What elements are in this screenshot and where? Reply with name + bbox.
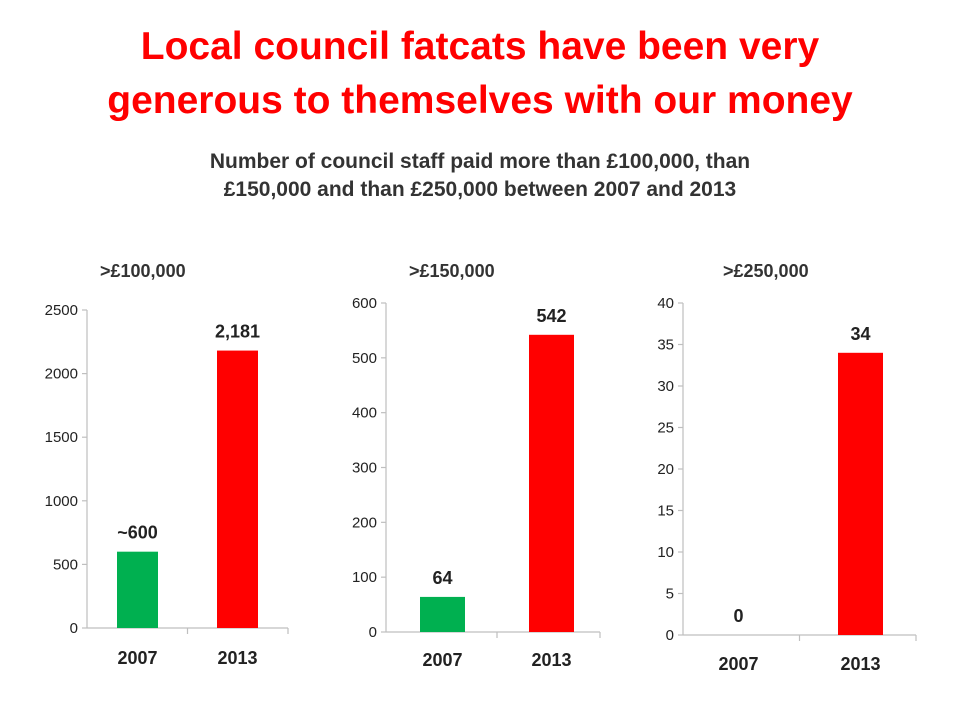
- chart-1-bar-2013: [217, 350, 258, 628]
- chart-2-category-label-2007: 2007: [422, 650, 462, 670]
- chart-2-y-tick-label: 600: [352, 295, 377, 312]
- slide-subtitle-line-2: £150,000 and than £250,000 between 2007 …: [223, 178, 737, 201]
- chart-3-y-tick-label: 10: [657, 544, 674, 561]
- chart-3-y-tick-label: 0: [666, 627, 674, 644]
- chart-3-y-tick-label: 20: [657, 461, 674, 478]
- slide-title: Local council fatcats have been very gen…: [0, 20, 960, 128]
- slide-title-line-1: Local council fatcats have been very: [140, 25, 820, 68]
- chart-3-y-tick-label: 40: [657, 295, 674, 312]
- chart-1-y-tick-label: 2500: [45, 302, 78, 319]
- chart-3-data-label-2007: 0: [733, 606, 743, 626]
- chart-1-y-tick-label: 2000: [45, 366, 78, 383]
- chart-1-y-tick-label: 0: [70, 620, 78, 637]
- chart-3-category-label-2007: 2007: [718, 654, 758, 674]
- chart-2-title: >£150,000: [409, 261, 495, 281]
- chart-2-y-tick-label: 500: [352, 350, 377, 367]
- chart-1-y-tick-label: 1500: [45, 429, 78, 446]
- chart-1-category-label-2013: 2013: [217, 648, 257, 668]
- chart-1-y-tick-label: 1000: [45, 493, 78, 510]
- chart-3-y-tick-label: 5: [666, 586, 674, 603]
- chart-2-data-label-2007: 64: [432, 568, 452, 588]
- chart-2-bar-2013: [529, 334, 574, 632]
- chart-1-y-tick-label: 500: [53, 556, 78, 573]
- chart-2-data-label-2013: 542: [536, 306, 566, 326]
- chart-3-data-label-2013: 34: [850, 324, 870, 344]
- chart-2-bar-2007: [420, 596, 465, 632]
- chart-3-y-tick-label: 35: [657, 337, 674, 354]
- chart-3-bar-2013: [838, 352, 883, 635]
- chart-2-y-tick-label: 300: [352, 460, 377, 477]
- chart-1-data-label-2013: 2,181: [215, 322, 260, 342]
- chart-2-category-label-2013: 2013: [531, 650, 571, 670]
- chart-1-category-label-2007: 2007: [117, 648, 157, 668]
- slide-subtitle-line-1: Number of council staff paid more than £…: [209, 150, 751, 173]
- chart-2-y-tick-label: 400: [352, 405, 377, 422]
- chart-3-y-tick-label: 30: [657, 378, 674, 395]
- chart-3-category-label-2013: 2013: [840, 654, 880, 674]
- chart-2-y-tick-label: 0: [369, 624, 377, 641]
- chart-1-bar-2007: [117, 551, 158, 628]
- slide-subtitle: Number of council staff paid more than £…: [0, 148, 960, 204]
- chart-3-y-tick-label: 15: [657, 503, 674, 520]
- chart-3-title: >£250,000: [723, 261, 809, 281]
- chart-1-data-label-2007: ~600: [117, 523, 158, 543]
- chart-2-y-tick-label: 100: [352, 569, 377, 586]
- chart-1-title: >£100,000: [100, 261, 186, 281]
- chart-2-y-tick-label: 200: [352, 514, 377, 531]
- chart-3-y-tick-label: 25: [657, 420, 674, 437]
- slide-title-line-2: generous to themselves with our money: [107, 79, 853, 122]
